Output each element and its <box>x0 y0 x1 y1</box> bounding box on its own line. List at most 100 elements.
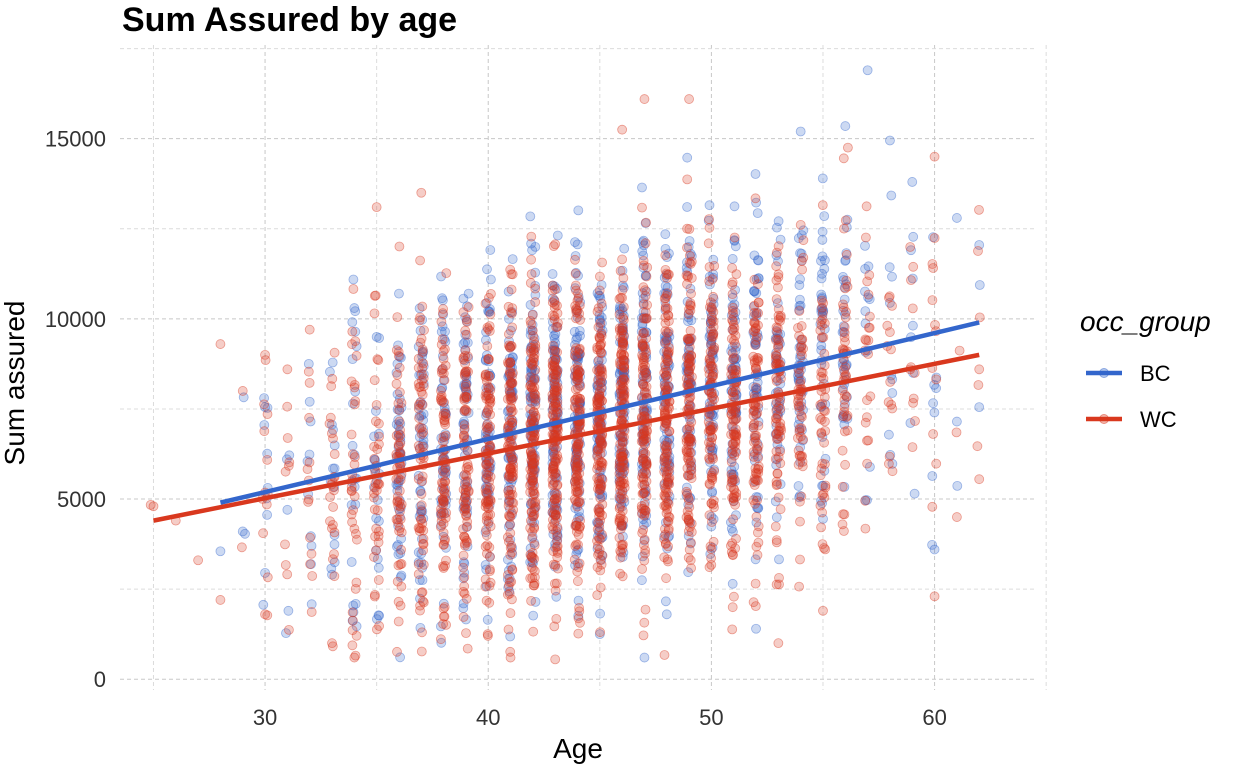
point <box>435 634 446 645</box>
point <box>569 476 580 487</box>
point <box>394 241 405 252</box>
point <box>954 345 965 356</box>
point <box>570 283 581 294</box>
point <box>325 516 335 527</box>
point <box>569 326 580 337</box>
point <box>530 297 541 307</box>
point <box>481 350 492 361</box>
point <box>570 455 581 466</box>
point <box>638 328 649 339</box>
point <box>841 275 852 286</box>
point <box>547 269 558 279</box>
point <box>617 377 628 388</box>
point <box>438 611 449 622</box>
point <box>529 517 539 528</box>
point <box>438 304 449 314</box>
point <box>550 542 560 553</box>
point <box>727 253 738 264</box>
point <box>529 464 540 475</box>
point <box>528 373 539 384</box>
point <box>416 557 427 568</box>
point <box>637 488 648 499</box>
point <box>905 418 916 428</box>
point <box>660 440 671 451</box>
point <box>817 507 827 518</box>
point <box>729 387 740 398</box>
point <box>394 351 405 362</box>
point <box>839 332 850 343</box>
point <box>439 508 450 519</box>
point <box>750 362 761 373</box>
point <box>707 274 718 285</box>
point <box>795 126 806 137</box>
point <box>660 297 671 308</box>
point <box>706 340 716 351</box>
point <box>573 576 583 587</box>
point <box>373 562 384 573</box>
point <box>547 507 558 518</box>
point <box>507 254 518 265</box>
point <box>664 433 675 444</box>
point <box>529 349 540 360</box>
point <box>748 351 759 362</box>
point <box>281 454 292 465</box>
point <box>349 652 360 663</box>
point <box>729 201 740 212</box>
point <box>597 355 607 366</box>
point <box>572 442 583 452</box>
point <box>639 94 650 104</box>
point <box>505 357 516 368</box>
point <box>507 377 517 388</box>
point <box>862 495 872 506</box>
point <box>485 288 496 299</box>
point <box>683 358 693 369</box>
point <box>482 614 493 625</box>
point <box>483 307 494 317</box>
point <box>707 350 718 360</box>
point <box>638 406 649 417</box>
point <box>615 552 626 563</box>
point <box>865 391 876 402</box>
point <box>572 453 582 464</box>
point <box>393 477 404 488</box>
point <box>326 419 337 430</box>
point <box>597 377 607 388</box>
point <box>770 350 781 361</box>
point <box>727 549 738 560</box>
point <box>685 517 695 528</box>
point <box>394 504 404 515</box>
point <box>707 445 718 456</box>
point <box>528 458 539 469</box>
point <box>483 404 494 415</box>
point <box>573 292 584 303</box>
point <box>771 460 782 471</box>
point <box>752 438 763 449</box>
point <box>481 530 492 541</box>
point <box>703 238 714 249</box>
point <box>685 493 696 504</box>
point <box>574 603 584 613</box>
point <box>462 351 473 362</box>
point <box>526 269 537 280</box>
point <box>305 532 315 543</box>
point <box>793 445 804 456</box>
point <box>372 505 383 516</box>
point <box>751 511 762 522</box>
point <box>641 367 652 378</box>
point <box>910 416 920 426</box>
point <box>638 461 649 472</box>
point <box>350 306 361 317</box>
point <box>484 321 495 332</box>
point <box>348 398 358 409</box>
point <box>731 365 742 376</box>
point <box>860 240 870 251</box>
point <box>772 323 783 334</box>
point <box>417 439 428 450</box>
point <box>417 314 428 325</box>
point <box>594 362 604 373</box>
point <box>371 331 382 342</box>
point <box>773 358 784 369</box>
point <box>684 470 695 481</box>
point <box>481 298 492 308</box>
point <box>840 399 850 409</box>
